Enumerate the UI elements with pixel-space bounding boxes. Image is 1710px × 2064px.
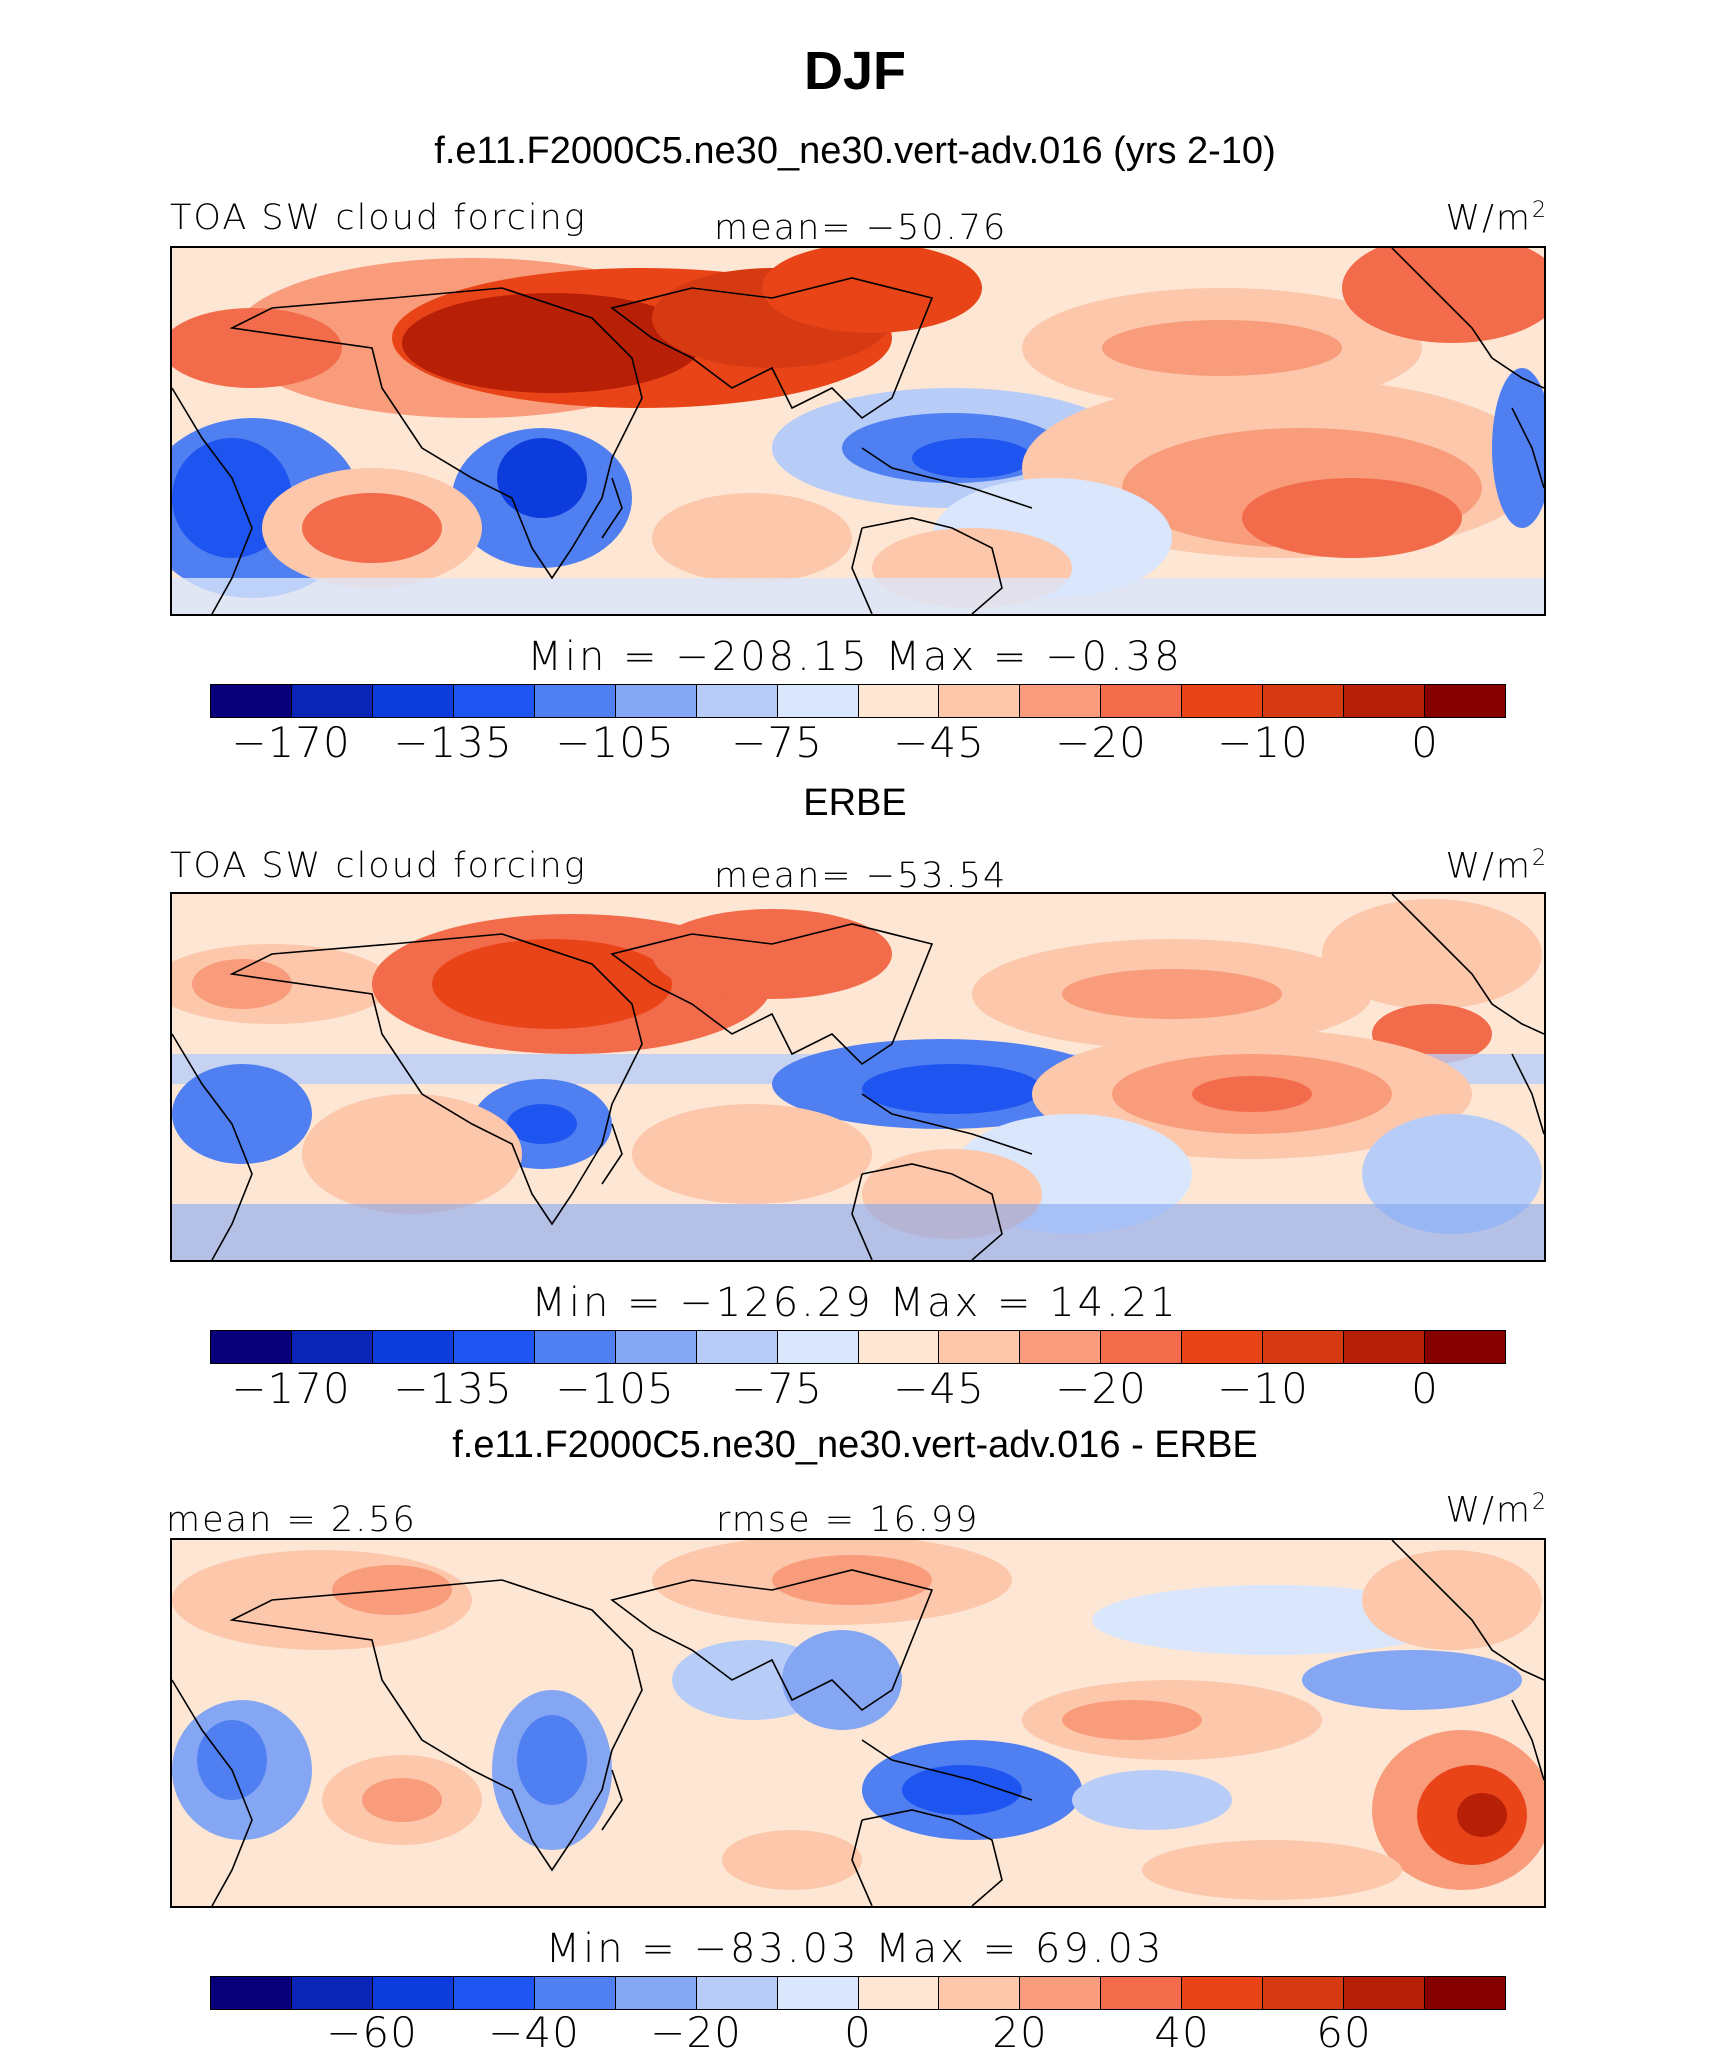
- colorbar-swatch: [1020, 1977, 1102, 2009]
- panel-3-units: W/m2: [1445, 1490, 1548, 1531]
- colorbar-swatch: [1182, 685, 1264, 717]
- colorbar-swatch: [1020, 685, 1102, 717]
- panel-1-colorbar-tick: −45: [893, 718, 985, 767]
- panel-1-minmax: Min = −208.15 Max = −0.38: [527, 634, 1183, 680]
- colorbar-swatch: [777, 685, 859, 717]
- colorbar-swatch: [1344, 1331, 1426, 1363]
- panel-1-colorbar-tick: −10: [1217, 718, 1309, 767]
- panel-2-title: ERBE: [803, 782, 907, 824]
- panel-3-colorbar-tick: −60: [326, 2008, 418, 2057]
- colorbar-swatch: [453, 1977, 535, 2009]
- panel-2-colorbar: [210, 1330, 1506, 1364]
- panel-3-rmse-label: rmse = 16.99: [716, 1500, 980, 1540]
- panel-3-title: f.e11.F2000C5.ne30_ne30.vert-adv.016 - E…: [452, 1424, 1258, 1466]
- panel-3-minmax: Min = −83.03 Max = 69.03: [545, 1926, 1165, 1972]
- colorbar-swatch: [939, 685, 1021, 717]
- panel-1-map: [170, 246, 1546, 616]
- panel-3-colorbar-tick: 40: [1154, 2008, 1210, 2057]
- colorbar-swatch: [372, 685, 454, 717]
- colorbar-swatch: [777, 1331, 859, 1363]
- colorbar-swatch: [1425, 1977, 1505, 2009]
- panel-2-colorbar-tick: −45: [893, 1364, 985, 1413]
- panel-2-colorbar-tick: −20: [1055, 1364, 1147, 1413]
- panel-1-colorbar-tick: −20: [1055, 718, 1147, 767]
- panel-1-colorbar-tick: −105: [555, 718, 675, 767]
- panel-2-colorbar-tick: −10: [1217, 1364, 1309, 1413]
- panel-2-colorbar-tick: −105: [555, 1364, 675, 1413]
- colorbar-swatch: [534, 1331, 616, 1363]
- colorbar-swatch: [291, 1977, 373, 2009]
- colorbar-swatch: [453, 685, 535, 717]
- panel-1-units: W/m2: [1445, 198, 1548, 239]
- colorbar-swatch: [1182, 1977, 1264, 2009]
- panel-1-mean-label: mean= −50.76: [714, 208, 1008, 248]
- colorbar-swatch: [696, 1331, 778, 1363]
- panel-1-colorbar: [210, 684, 1506, 718]
- colorbar-swatch: [372, 1977, 454, 2009]
- colorbar-swatch: [1020, 1331, 1102, 1363]
- colorbar-swatch: [1344, 1977, 1426, 2009]
- colorbar-swatch: [534, 685, 616, 717]
- colorbar-swatch: [211, 1331, 292, 1363]
- panel-1-colorbar-tick: −170: [231, 718, 351, 767]
- colorbar-swatch: [211, 1977, 292, 2009]
- colorbar-swatch: [858, 1977, 940, 2009]
- colorbar-swatch: [211, 685, 292, 717]
- colorbar-swatch: [1425, 1331, 1505, 1363]
- panel-1-colorbar-tick: 0: [1411, 718, 1439, 767]
- panel-3-map: [170, 1538, 1546, 1908]
- panel-1-title: f.e11.F2000C5.ne30_ne30.vert-adv.016 (yr…: [434, 130, 1276, 172]
- panel-2-units: W/m2: [1445, 846, 1548, 887]
- colorbar-swatch: [615, 685, 697, 717]
- main-title: DJF: [803, 41, 906, 101]
- panel-3-colorbar-tick: 60: [1316, 2008, 1372, 2057]
- colorbar-swatch: [1344, 685, 1426, 717]
- colorbar-swatch: [939, 1977, 1021, 2009]
- colorbar-swatch: [1263, 1977, 1345, 2009]
- colorbar-swatch: [372, 1331, 454, 1363]
- colorbar-swatch: [1263, 1331, 1345, 1363]
- colorbar-swatch: [291, 1331, 373, 1363]
- panel-1-colorbar-tick: −135: [393, 718, 513, 767]
- colorbar-swatch: [1182, 1331, 1264, 1363]
- panel-3-mean-label: mean = 2.56: [166, 1500, 417, 1540]
- panel-2-colorbar-tick: −75: [731, 1364, 823, 1413]
- panel-2-colorbar-tick: −170: [231, 1364, 351, 1413]
- colorbar-swatch: [1101, 1331, 1183, 1363]
- panel-2-minmax: Min = −126.29 Max = 14.21: [531, 1280, 1179, 1326]
- colorbar-swatch: [1101, 1977, 1183, 2009]
- colorbar-swatch: [858, 685, 940, 717]
- panel-2-mean-label: mean= −53.54: [714, 856, 1008, 896]
- panel-2-map: [170, 892, 1546, 1262]
- panel-2-colorbar-tick: −135: [393, 1364, 513, 1413]
- colorbar-swatch: [453, 1331, 535, 1363]
- colorbar-swatch: [1425, 685, 1505, 717]
- colorbar-swatch: [615, 1331, 697, 1363]
- panel-1-variable-label: TOA SW cloud forcing: [170, 198, 587, 238]
- colorbar-swatch: [1263, 685, 1345, 717]
- colorbar-swatch: [777, 1977, 859, 2009]
- colorbar-swatch: [696, 685, 778, 717]
- colorbar-swatch: [858, 1331, 940, 1363]
- panel-1-colorbar-tick: −75: [731, 718, 823, 767]
- panel-3-colorbar: [210, 1976, 1506, 2010]
- colorbar-swatch: [615, 1977, 697, 2009]
- panel-3-colorbar-tick: −20: [650, 2008, 742, 2057]
- panel-2-colorbar-tick: 0: [1411, 1364, 1439, 1413]
- colorbar-swatch: [534, 1977, 616, 2009]
- panel-2-variable-label: TOA SW cloud forcing: [170, 846, 587, 886]
- panel-3-colorbar-tick: 0: [844, 2008, 872, 2057]
- colorbar-swatch: [696, 1977, 778, 2009]
- panel-3-colorbar-tick: 20: [992, 2008, 1048, 2057]
- colorbar-swatch: [939, 1331, 1021, 1363]
- colorbar-swatch: [1101, 685, 1183, 717]
- colorbar-swatch: [291, 685, 373, 717]
- panel-3-colorbar-tick: −40: [488, 2008, 580, 2057]
